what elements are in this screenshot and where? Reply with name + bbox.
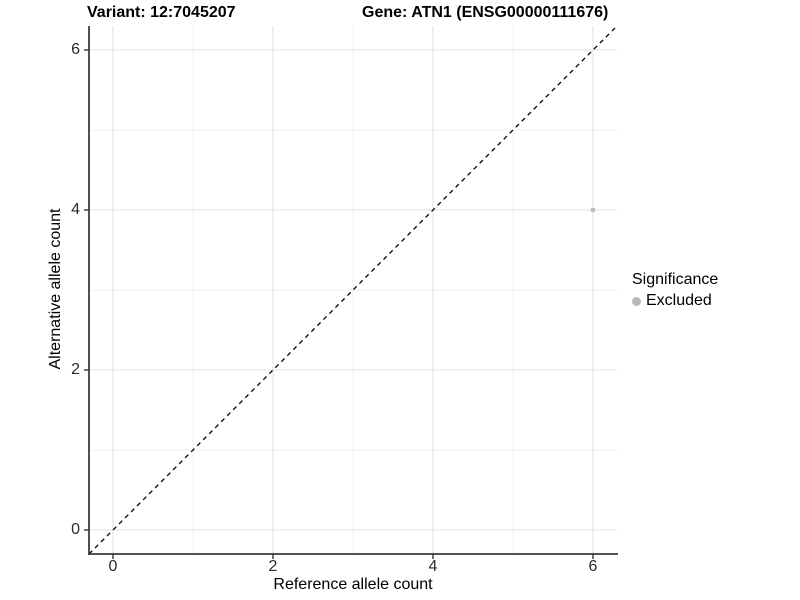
x-axis-title: Reference allele count (273, 576, 433, 593)
y-axis-title: Alternative allele count (47, 208, 64, 370)
y-tick-label: 0 (71, 521, 80, 538)
legend-title: Significance (632, 271, 719, 288)
identity-line (88, 25, 618, 555)
x-tick-label: 6 (588, 558, 598, 575)
gene-title: Gene: ATN1 (ENSG00000111676) (362, 4, 609, 21)
x-tick-label: 2 (268, 558, 278, 575)
y-tick-label: 4 (71, 201, 80, 218)
y-tick-label: 2 (71, 361, 80, 378)
variant-title: Variant: 12:7045207 (87, 4, 236, 21)
legend-item-label: Excluded (646, 292, 712, 309)
x-tick-label: 4 (428, 558, 438, 575)
data-point (590, 207, 596, 213)
y-tick-label: 6 (71, 41, 80, 58)
legend-point-icon (632, 296, 641, 306)
legend-item-excluded: Excluded (632, 292, 718, 310)
x-tick-label: 0 (108, 558, 118, 575)
legend: Significance Excluded (632, 271, 718, 310)
